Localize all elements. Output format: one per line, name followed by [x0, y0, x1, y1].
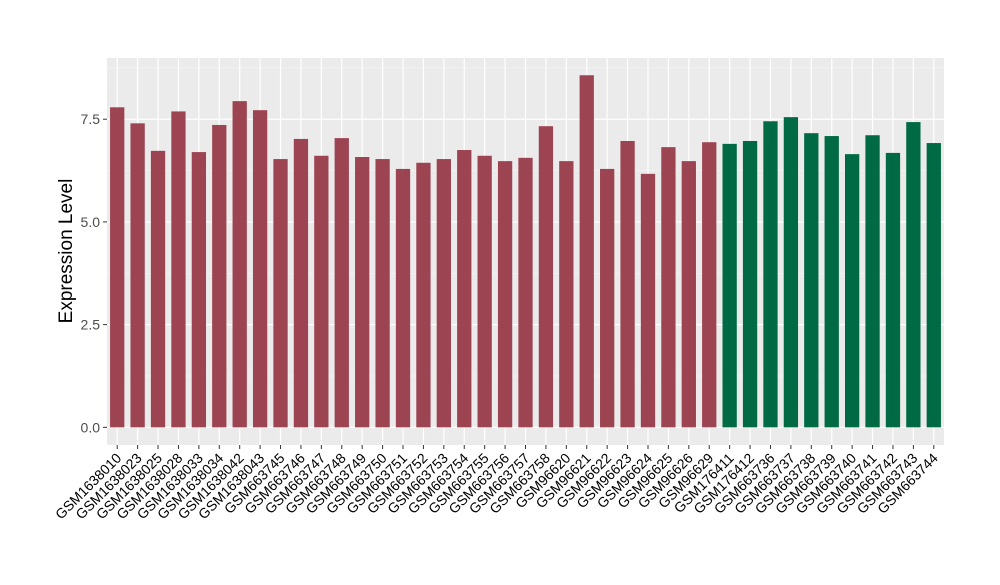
bar-GSM1638043 — [252, 110, 268, 428]
bar-GSM663751 — [395, 168, 411, 428]
y-axis-label: Expression Level — [56, 179, 77, 324]
bar-GSM96629 — [702, 142, 717, 428]
bar-GSM1638010 — [110, 107, 125, 428]
bar-GSM663753 — [436, 159, 451, 428]
bar-GSM663755 — [477, 155, 492, 428]
bar-GSM663739 — [824, 136, 839, 428]
bar-GSM663746 — [293, 138, 309, 428]
bar-GSM1638033 — [191, 152, 207, 428]
bar-GSM663749 — [355, 157, 370, 428]
bar-GSM96626 — [681, 161, 696, 428]
bar-GSM663750 — [375, 159, 390, 428]
bar-GSM663752 — [416, 162, 431, 428]
bar-GSM663742 — [885, 152, 901, 428]
bar-GSM663745 — [273, 159, 288, 428]
bar-GSM663756 — [497, 161, 513, 428]
bar-GSM96623 — [620, 140, 635, 428]
bar-GSM1638042 — [232, 101, 247, 428]
bar-GSM96622 — [600, 168, 615, 428]
bar-GSM663744 — [926, 143, 941, 428]
bar-GSM663754 — [457, 150, 472, 428]
y-tick-label: 2.5 — [81, 317, 101, 333]
bar-GSM663758 — [538, 126, 554, 428]
bar-GSM663748 — [334, 138, 349, 428]
bar-GSM1638025 — [150, 150, 166, 428]
bar-GSM663736 — [763, 121, 778, 428]
bar-GSM96621 — [579, 75, 594, 428]
bar-GSM1638028 — [171, 111, 186, 428]
bar-GSM176412 — [742, 140, 758, 428]
y-tick-label: 0.0 — [81, 419, 101, 435]
bar-GSM663738 — [804, 133, 819, 428]
bar-GSM176411 — [722, 143, 737, 428]
bar-GSM96625 — [661, 147, 676, 428]
bar-GSM96620 — [559, 161, 574, 428]
y-tick-label: 5.0 — [81, 214, 101, 230]
bar-GSM1638023 — [130, 123, 145, 428]
bar-GSM663740 — [844, 154, 860, 428]
bar-GSM1638034 — [212, 124, 227, 428]
bar-GSM663757 — [518, 157, 533, 428]
y-tick-label: 7.5 — [81, 111, 101, 127]
bar-GSM663741 — [865, 135, 880, 428]
bar-GSM663743 — [906, 122, 921, 428]
bar-GSM663747 — [314, 155, 329, 428]
bar-GSM96624 — [640, 173, 656, 428]
bar-GSM663737 — [783, 117, 799, 428]
